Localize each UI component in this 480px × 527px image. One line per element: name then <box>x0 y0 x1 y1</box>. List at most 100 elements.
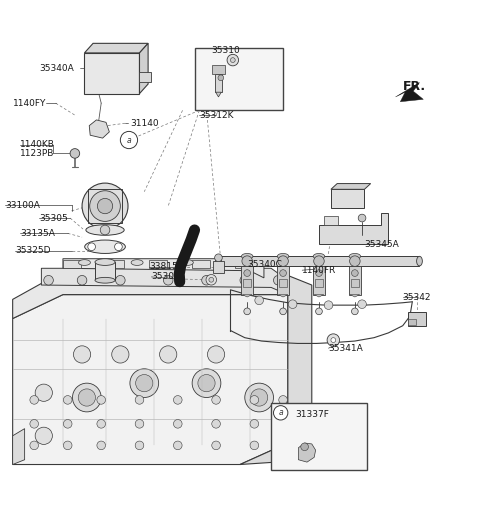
Circle shape <box>358 300 366 308</box>
Circle shape <box>90 191 120 221</box>
Text: 35345A: 35345A <box>364 240 399 249</box>
Polygon shape <box>84 43 148 53</box>
Circle shape <box>88 243 96 250</box>
Circle shape <box>244 308 251 315</box>
Polygon shape <box>331 189 364 209</box>
Bar <box>279 279 287 287</box>
Ellipse shape <box>95 277 115 283</box>
Circle shape <box>244 270 251 277</box>
Bar <box>212 65 225 74</box>
Text: 31337F: 31337F <box>295 410 329 419</box>
Circle shape <box>215 254 222 261</box>
Circle shape <box>130 369 158 397</box>
Text: 35309: 35309 <box>152 272 180 281</box>
Text: 35342: 35342 <box>403 292 431 301</box>
Circle shape <box>279 396 288 404</box>
Circle shape <box>159 346 177 363</box>
Circle shape <box>97 198 113 214</box>
Polygon shape <box>242 295 252 297</box>
Ellipse shape <box>86 225 124 235</box>
Circle shape <box>112 346 129 363</box>
Polygon shape <box>331 183 371 189</box>
Polygon shape <box>12 295 288 464</box>
Circle shape <box>77 276 87 285</box>
Text: 33135A: 33135A <box>20 229 55 238</box>
Bar <box>243 279 251 287</box>
Circle shape <box>63 419 72 428</box>
Ellipse shape <box>349 253 360 259</box>
Polygon shape <box>89 120 109 138</box>
Circle shape <box>314 256 324 266</box>
Circle shape <box>100 225 110 235</box>
Ellipse shape <box>232 260 243 266</box>
Polygon shape <box>140 43 148 94</box>
Text: 35305: 35305 <box>39 213 68 222</box>
Polygon shape <box>140 72 152 82</box>
Circle shape <box>255 296 264 305</box>
Text: a: a <box>127 135 131 144</box>
Circle shape <box>242 256 252 266</box>
Circle shape <box>63 396 72 404</box>
Circle shape <box>331 338 336 343</box>
Polygon shape <box>350 295 360 297</box>
Circle shape <box>97 441 106 450</box>
Bar <box>277 266 289 295</box>
Circle shape <box>209 277 214 282</box>
Circle shape <box>173 441 182 450</box>
Bar <box>95 262 115 280</box>
Circle shape <box>250 419 259 428</box>
Circle shape <box>324 301 333 309</box>
Circle shape <box>245 383 274 412</box>
Circle shape <box>212 441 220 450</box>
Text: FR.: FR. <box>403 80 426 93</box>
Circle shape <box>230 57 235 63</box>
Ellipse shape <box>95 259 115 266</box>
Ellipse shape <box>78 260 90 266</box>
Circle shape <box>192 369 221 397</box>
Text: 33815E: 33815E <box>149 262 183 271</box>
Text: 35341A: 35341A <box>328 344 363 353</box>
Circle shape <box>316 270 323 277</box>
Circle shape <box>351 270 358 277</box>
Circle shape <box>30 441 38 450</box>
Circle shape <box>349 256 360 266</box>
Bar <box>235 260 253 268</box>
Circle shape <box>82 183 128 229</box>
Bar <box>106 260 124 268</box>
Bar <box>313 266 324 295</box>
Circle shape <box>97 419 106 428</box>
Bar <box>408 319 416 325</box>
Text: 1123PB: 1123PB <box>20 149 54 158</box>
Circle shape <box>173 419 182 428</box>
Circle shape <box>115 243 122 250</box>
Bar <box>241 266 253 295</box>
Bar <box>192 260 210 268</box>
Circle shape <box>351 308 358 315</box>
Circle shape <box>316 308 323 315</box>
Circle shape <box>30 396 38 404</box>
Text: 1140KB: 1140KB <box>20 140 55 149</box>
Circle shape <box>35 384 52 402</box>
Circle shape <box>207 346 225 363</box>
Ellipse shape <box>417 256 422 266</box>
Circle shape <box>288 300 297 308</box>
Text: 35312K: 35312K <box>199 111 234 120</box>
Circle shape <box>70 149 80 158</box>
Bar <box>194 48 283 110</box>
Circle shape <box>73 346 91 363</box>
Polygon shape <box>12 428 24 464</box>
Circle shape <box>240 276 250 285</box>
Circle shape <box>173 396 182 404</box>
Circle shape <box>212 396 220 404</box>
Circle shape <box>279 441 288 450</box>
Circle shape <box>358 214 366 222</box>
Circle shape <box>278 256 288 266</box>
Circle shape <box>135 441 144 450</box>
Text: 33100A: 33100A <box>5 201 40 210</box>
Circle shape <box>212 419 220 428</box>
Ellipse shape <box>313 253 324 259</box>
Ellipse shape <box>277 253 289 259</box>
Circle shape <box>274 406 288 420</box>
Text: 35340C: 35340C <box>247 260 282 269</box>
Circle shape <box>250 441 259 450</box>
